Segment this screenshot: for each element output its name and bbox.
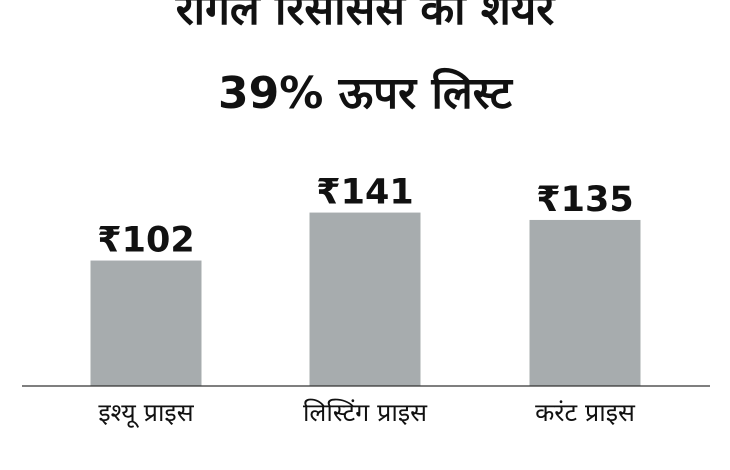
chart-title-line-2: 39% ऊपर लिस्ट [217,68,512,119]
bar-3 [529,219,641,386]
bar-value-label-2: ₹141 [316,173,413,213]
bar-value-label-3: ₹135 [536,180,633,220]
category-label-3: करंट प्राइस [535,398,636,427]
bar-1 [90,260,202,386]
bar-value-label-1: ₹102 [97,221,194,261]
category-label-2: लिस्टिंग प्राइस [303,398,428,427]
bar-2 [309,212,421,386]
bars-group: ₹102 इश्यू प्राइस ₹141 लिस्टिंग प्राइस ₹135 क… [90,173,641,428]
category-label-1: इश्यू प्राइस [98,398,194,428]
chart-title-line-1: रोगल रिसोर्सेस का शेयर [175,0,555,35]
